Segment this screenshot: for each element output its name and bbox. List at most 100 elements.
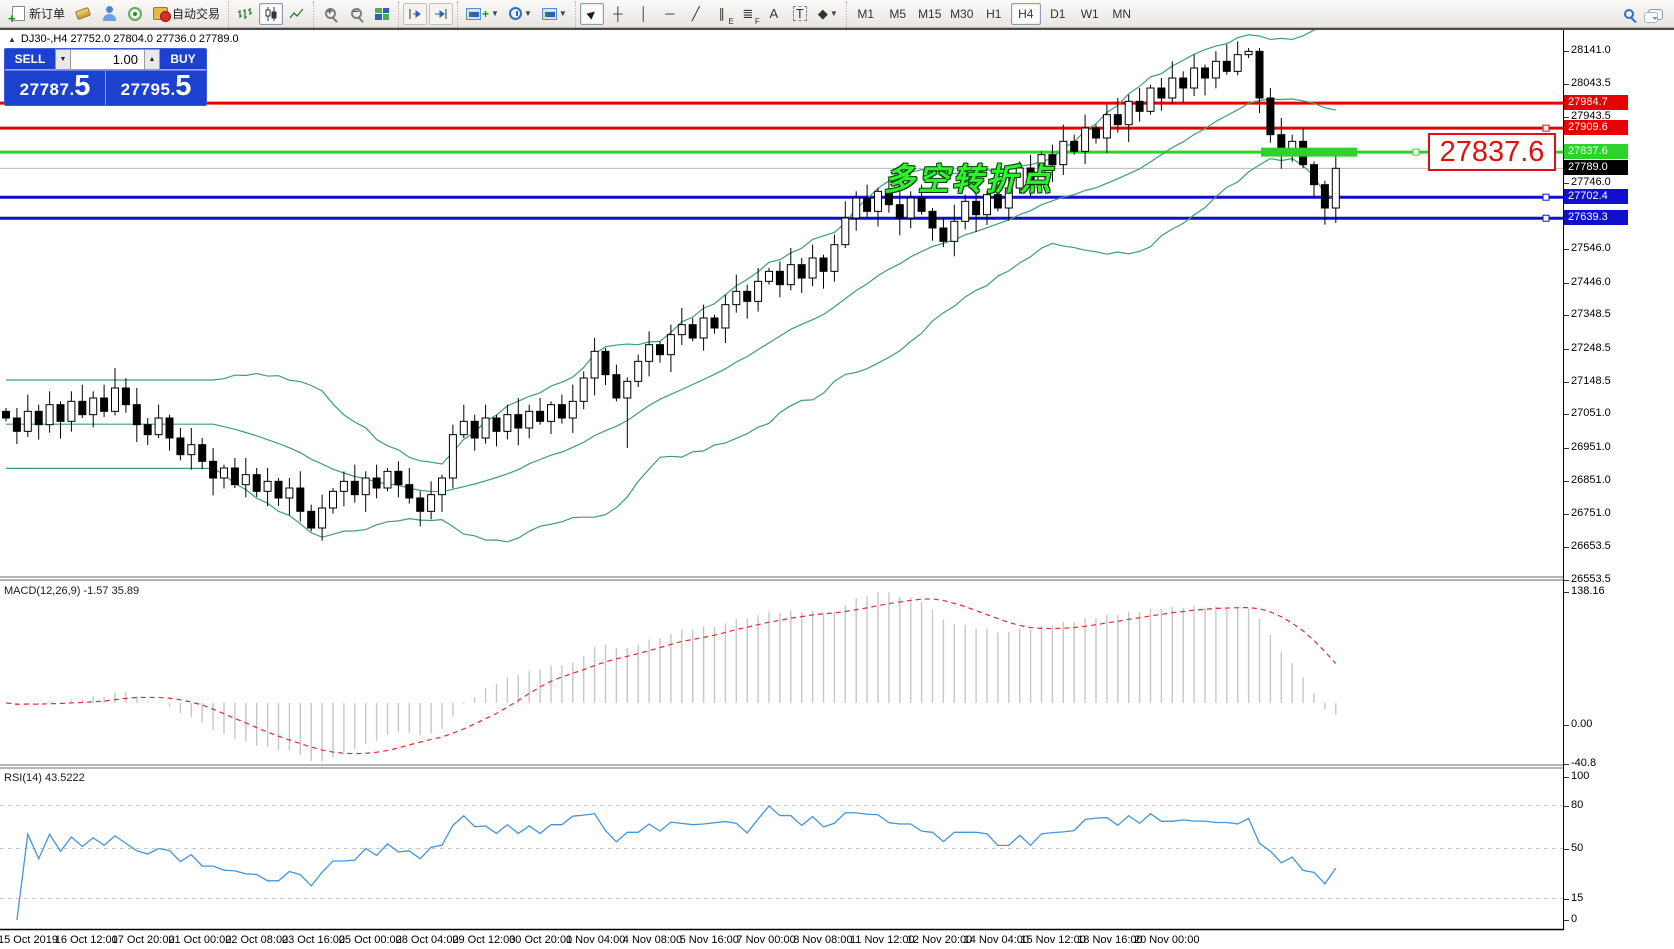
time-label: 8 Nov 08:00 [793,934,853,946]
templates-caret-icon: ▼ [558,9,567,18]
price-tick: 27051.0 [1564,407,1611,419]
crosshair-button[interactable]: ┼ [606,3,630,25]
sell-price-button[interactable]: 27787. 5 [5,71,106,105]
time-label: 16 Oct 12:00 [54,934,118,946]
time-label: 11 Nov 12:00 [850,934,915,946]
toolbar-group-timeframes: M1 M5 M15 M30 H1 H4 D1 W1 MN [845,0,1141,27]
text-label-icon: T [792,6,807,21]
indicators-button[interactable]: + ▼ [462,3,503,25]
timeframe-button-M15[interactable]: M15 [918,6,942,21]
price-tick: 27943.5 [1564,110,1611,122]
candlestick-chart-button[interactable] [259,2,284,25]
timeframe-button-H1[interactable]: H1 [986,6,1002,21]
timeframe-button-D1[interactable]: D1 [1050,6,1066,21]
search-icon [1624,9,1634,19]
time-label: 15 Nov 12:00 [1020,934,1086,946]
time-label: 18 Nov 16:00 [1077,934,1143,946]
zoom-in-button[interactable]: + [318,3,342,25]
tile-windows-icon [375,7,390,20]
toolbar-group-scroll [398,0,457,27]
chat-button[interactable] [1643,3,1667,25]
cursor-icon: ► [582,3,602,24]
trendline-button[interactable]: ╱ [684,3,708,25]
timeframe-button-M1[interactable]: M1 [857,6,875,21]
chart-shift-icon [435,8,447,19]
chart-canvas[interactable] [0,30,1674,949]
horizontal-line-icon: ─ [665,6,675,21]
collapse-panel-icon[interactable]: ▲ [8,34,16,44]
buy-price-big: 5 [175,70,192,102]
timeframe-button-MN[interactable]: MN [1112,6,1132,21]
periods-caret-icon: ▼ [523,9,532,18]
zoom-out-button[interactable]: − [344,3,368,25]
crosshair-icon: ┼ [613,6,623,21]
rsi-indicator-label: RSI(14) 43.5222 [4,772,85,784]
line-chart-icon [289,8,304,18]
vertical-line-button[interactable]: │ [632,3,656,25]
symbol-ohlc-text: DJ30-,H4 27752.0 27804.0 27736.0 27789.0 [20,33,239,45]
auto-trading-button[interactable]: 自动交易 [149,3,224,25]
price-tick: 15 [1564,892,1583,904]
buy-price-main: 27795 [120,80,171,99]
templates-button[interactable]: ▼ [538,3,571,25]
price-tick: 26951.0 [1564,441,1611,453]
time-label: 29 Oct 12:00 [452,934,516,946]
line-chart-button[interactable] [285,3,309,25]
buy-price-button[interactable]: 27795. 5 [106,71,206,105]
volume-decrease-button[interactable]: ▼ [55,49,71,70]
price-line-badge: 27909.6 [1564,120,1628,136]
chat-icon [1643,8,1663,23]
sell-button[interactable]: SELL [5,49,55,70]
volume-increase-button[interactable]: ▲ [144,49,160,70]
price-tick: 26751.0 [1564,507,1611,519]
eraser-button[interactable] [71,3,95,25]
timeframe-button-M30[interactable]: M30 [950,6,974,21]
indicators-icon [466,7,482,20]
text-tool-icon: A [769,6,779,21]
timeframe-button-W1[interactable]: W1 [1080,6,1099,21]
new-order-button[interactable]: 新订单 [8,3,69,26]
price-tick: 27248.5 [1564,342,1611,354]
time-label: 23 Oct 16:00 [282,934,345,946]
price-tick: 27446.0 [1564,276,1611,288]
text-button[interactable]: A [762,3,786,25]
price-tick: 0 [1564,913,1577,925]
chart-shift-button[interactable] [429,2,454,25]
search-button[interactable] [1617,3,1641,25]
channel-button[interactable]: ∥ E [710,3,734,26]
time-label: 17 Oct 20:00 [111,934,175,946]
channel-sub-label: E [728,16,734,26]
auto-scroll-button[interactable] [403,2,428,25]
price-tick: -40.8 [1564,757,1596,769]
toolbar-group-zoom: + − [313,0,398,27]
signals-button[interactable] [123,3,147,25]
periods-button[interactable]: ▼ [505,3,536,25]
bar-chart-button[interactable] [233,3,257,25]
price-tick: 80 [1564,799,1583,811]
time-label: 15 Oct 2019 [0,934,58,946]
price-tick: 27746.0 [1564,176,1611,188]
time-label: 21 Oct 00:00 [168,934,232,946]
time-label: 12 Nov 20:00 [906,934,973,946]
toolbar-group-insert: + ▼ ▼ ▼ [457,0,575,27]
tile-windows-button[interactable] [370,3,394,25]
cursor-button[interactable]: ► [579,2,604,25]
price-tick: 0.00 [1564,718,1592,730]
price-tick: 26553.5 [1564,573,1611,585]
buy-button[interactable]: BUY [160,49,206,70]
profile-button[interactable] [97,3,121,25]
time-label: 28 Oct 04:00 [395,934,459,946]
horizontal-line-button[interactable]: ─ [658,3,682,25]
timeframe-button-M5[interactable]: M5 [889,6,907,21]
one-click-trading-panel: SELL ▼ ▲ BUY 27787.5 27795.5 [4,48,207,106]
price-tick: 100 [1564,770,1589,782]
fibonacci-button[interactable]: ≣ F [736,3,759,26]
templates-icon [541,7,557,20]
main-toolbar: 新订单 自动交易 + − [0,0,1674,28]
volume-input[interactable] [71,49,144,70]
text-label-button[interactable]: T [788,3,812,25]
time-label: 1 Nov 04:00 [566,934,626,946]
arrows-button[interactable]: ◆ ▼ [814,3,842,25]
toolbar-right-group [1616,0,1668,28]
timeframe-button-H4[interactable]: H4 [1010,2,1041,25]
